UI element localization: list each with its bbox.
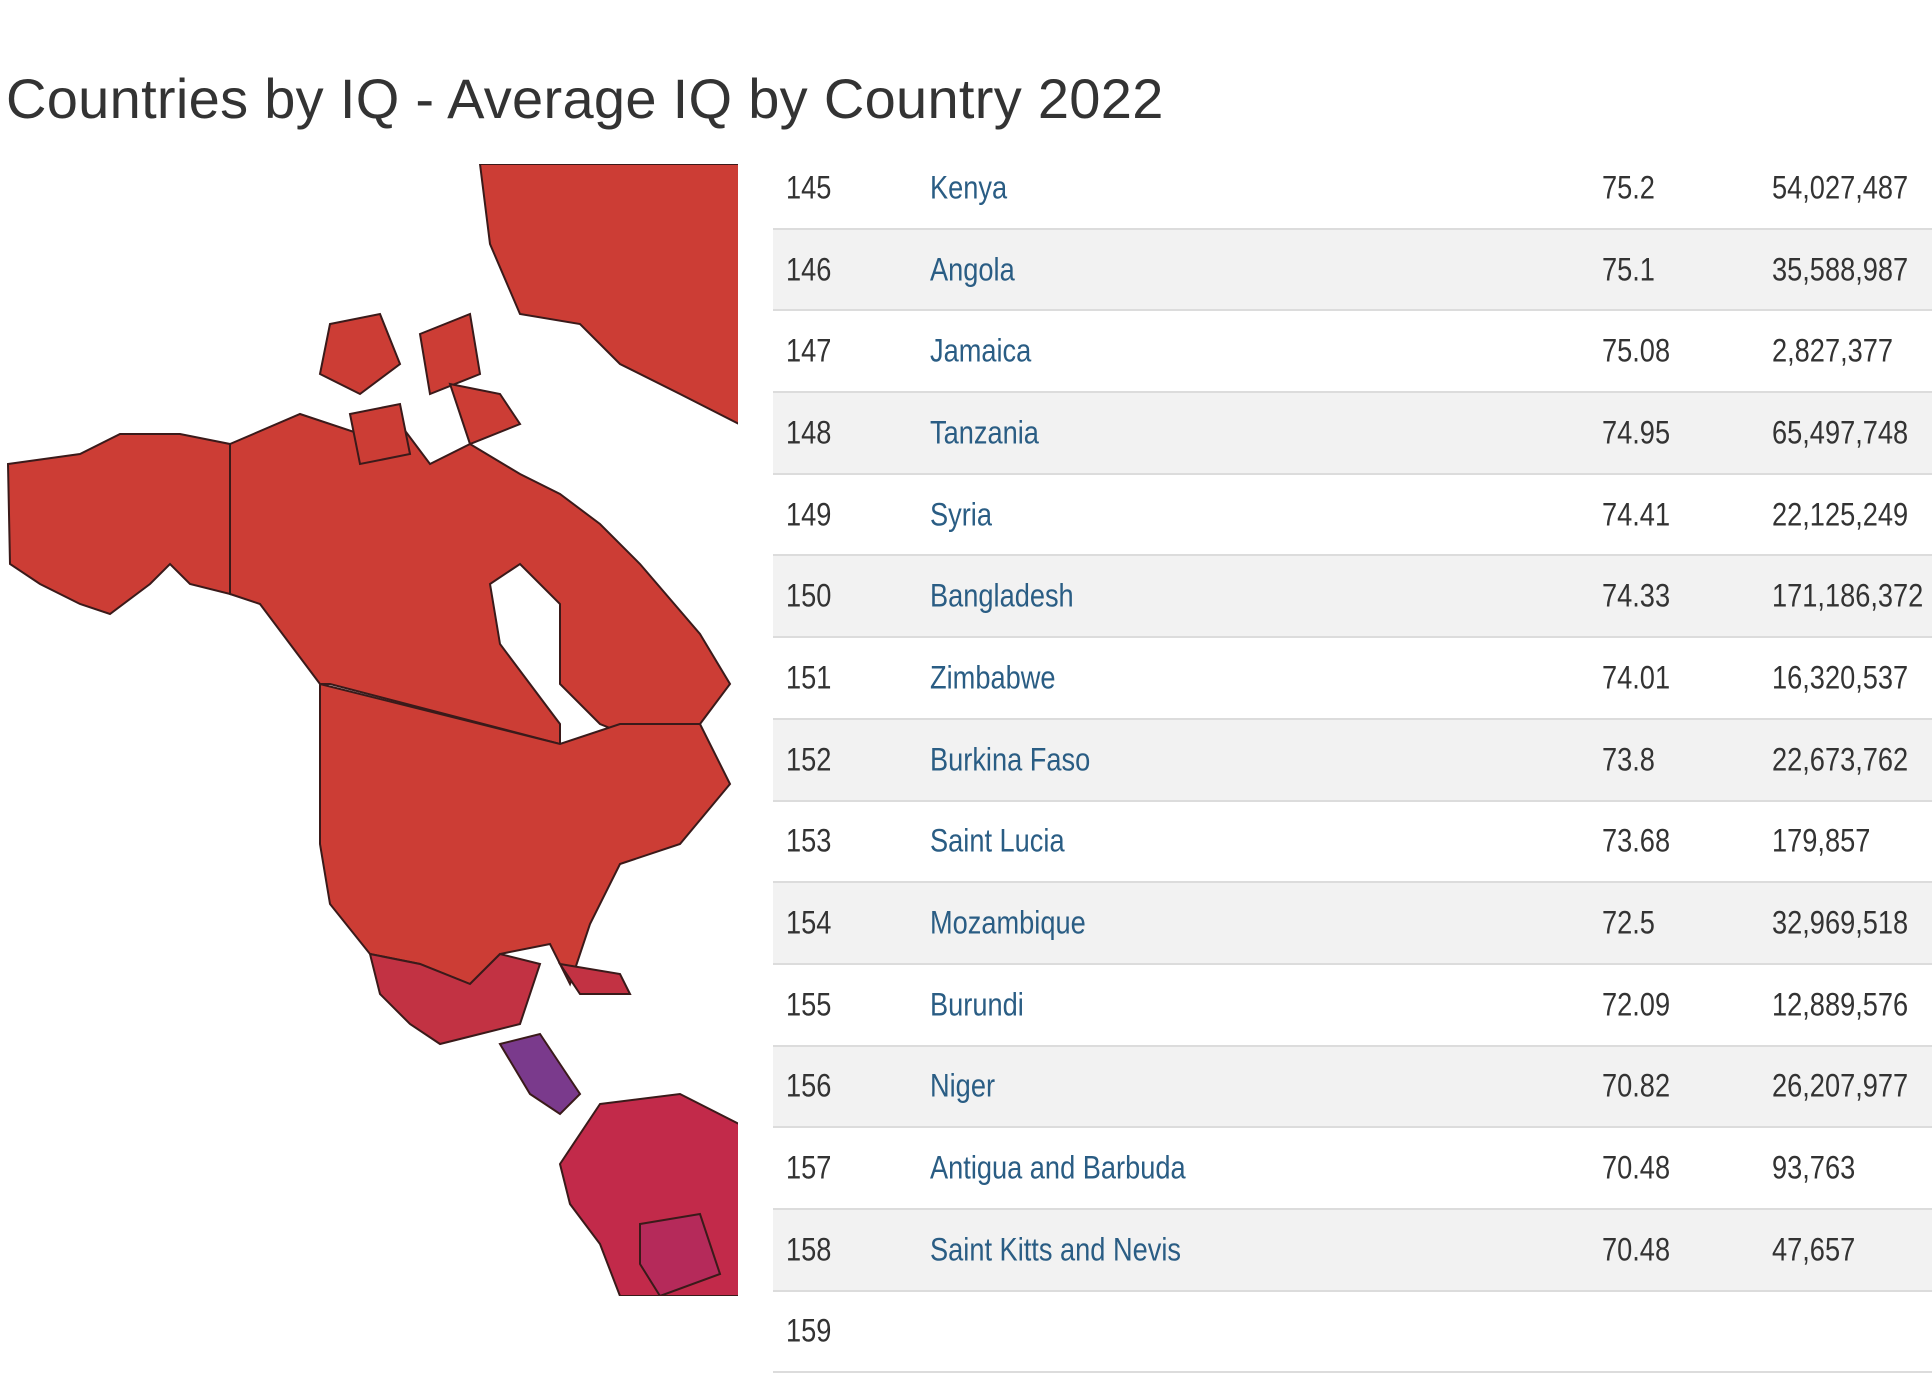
iq-cell: 74.33: [1602, 577, 1671, 614]
rank-cell: 150: [786, 577, 832, 614]
iq-cell: 72.09: [1602, 986, 1671, 1023]
world-iq-map[interactable]: [0, 164, 739, 1296]
iq-cell: 75.2: [1602, 169, 1655, 206]
table-row: 146 Angola 75.1 35,588,987: [773, 229, 1932, 312]
population-cell: 35,588,987: [1772, 251, 1909, 288]
table-row: 149 Syria 74.41 22,125,249: [773, 475, 1932, 557]
table-row: 147 Jamaica 75.08 2,827,377: [773, 311, 1932, 394]
iq-cell: 75.1: [1602, 251, 1655, 288]
north-america: [6, 164, 739, 987]
country-link[interactable]: Bangladesh: [930, 577, 1074, 614]
south-america: [558, 1092, 739, 1296]
population-cell: 2,827,377: [1772, 332, 1894, 369]
country-link[interactable]: Mozambique: [930, 904, 1086, 941]
country-link[interactable]: Saint Kitts and Nevis: [930, 1231, 1181, 1268]
population-cell: 47,657: [1772, 1231, 1856, 1268]
table-row: 157 Antigua and Barbuda 70.48 93,763: [773, 1128, 1932, 1210]
rank-cell: 155: [786, 986, 832, 1023]
iq-cell: 72.5: [1602, 904, 1655, 941]
table-row: 158 Saint Kitts and Nevis 70.48 47,657: [773, 1209, 1932, 1292]
iq-cell: 74.01: [1602, 659, 1671, 696]
iq-cell: 74.41: [1602, 496, 1671, 533]
population-cell: 32,969,518: [1772, 904, 1909, 941]
population-cell: 12,889,576: [1772, 986, 1909, 1023]
iq-cell: 74.95: [1602, 414, 1671, 451]
rank-cell: 145: [786, 169, 832, 206]
country-link[interactable]: Saint Lucia: [930, 822, 1065, 859]
population-cell: 26,207,977: [1772, 1067, 1909, 1104]
country-link[interactable]: Syria: [930, 496, 992, 533]
arctic-islands: [478, 164, 739, 426]
iq-cell: 73.68: [1602, 822, 1671, 859]
rank-cell: 149: [786, 496, 832, 533]
iq-cell: 73.8: [1602, 741, 1655, 778]
table-row: 152 Burkina Faso 73.8 22,673,762: [773, 719, 1932, 802]
table-row: 154 Mozambique 72.5 32,969,518: [773, 883, 1932, 965]
iq-cell: 70.48: [1602, 1149, 1671, 1186]
rank-cell: 157: [786, 1149, 832, 1186]
table-row: 159: [773, 1292, 1932, 1373]
table-row: 148 Tanzania 74.95 65,497,748: [773, 393, 1932, 475]
country-link[interactable]: Jamaica: [930, 332, 1032, 369]
table-row: 156 Niger 70.82 26,207,977: [773, 1046, 1932, 1129]
population-cell: 22,673,762: [1772, 741, 1909, 778]
country-link[interactable]: Niger: [930, 1067, 995, 1104]
country-link[interactable]: Kenya: [930, 169, 1008, 206]
rank-cell: 156: [786, 1067, 832, 1104]
usa: [319, 682, 732, 987]
iq-cell: 75.08: [1602, 332, 1671, 369]
country-link[interactable]: Angola: [930, 251, 1015, 288]
rank-cell: 148: [786, 414, 832, 451]
table-row: 150 Bangladesh 74.33 171,186,372: [773, 556, 1932, 639]
rank-cell: 151: [786, 659, 832, 696]
iq-table: 145 Kenya 75.2 54,027,487 146 Angola 75.1 35,5…: [773, 148, 1932, 1373]
rank-cell: 159: [786, 1312, 832, 1349]
page-title: Countries by IQ - Average IQ by Country …: [6, 67, 1164, 130]
rank-cell: 158: [786, 1231, 832, 1268]
country-link[interactable]: Zimbabwe: [930, 659, 1056, 696]
country-link[interactable]: Antigua and Barbuda: [930, 1149, 1186, 1186]
table-row: 155 Burundi 72.09 12,889,576: [773, 965, 1932, 1047]
population-cell: 65,497,748: [1772, 414, 1909, 451]
country-link[interactable]: Burundi: [930, 986, 1024, 1023]
table-row: 151 Zimbabwe 74.01 16,320,537: [773, 638, 1932, 720]
population-cell: 54,027,487: [1772, 169, 1909, 206]
table-row: 153 Saint Lucia 73.68 179,857: [773, 802, 1932, 884]
rank-cell: 146: [786, 251, 832, 288]
rank-cell: 152: [786, 741, 832, 778]
central-america: [368, 952, 632, 1116]
population-cell: 179,857: [1772, 822, 1871, 859]
country-link[interactable]: Tanzania: [930, 414, 1039, 451]
population-cell: 16,320,537: [1772, 659, 1909, 696]
population-cell: 171,186,372: [1772, 577, 1924, 614]
canada: [229, 412, 732, 746]
iq-cell: 70.48: [1602, 1231, 1671, 1268]
table-row: 145 Kenya 75.2 54,027,487: [773, 148, 1932, 230]
rank-cell: 153: [786, 822, 832, 859]
rank-cell: 147: [786, 332, 832, 369]
iq-cell: 70.82: [1602, 1067, 1671, 1104]
country-link[interactable]: Burkina Faso: [930, 741, 1091, 778]
alaska: [6, 433, 231, 616]
rank-cell: 154: [786, 904, 832, 941]
population-cell: 22,125,249: [1772, 496, 1909, 533]
population-cell: 93,763: [1772, 1149, 1856, 1186]
